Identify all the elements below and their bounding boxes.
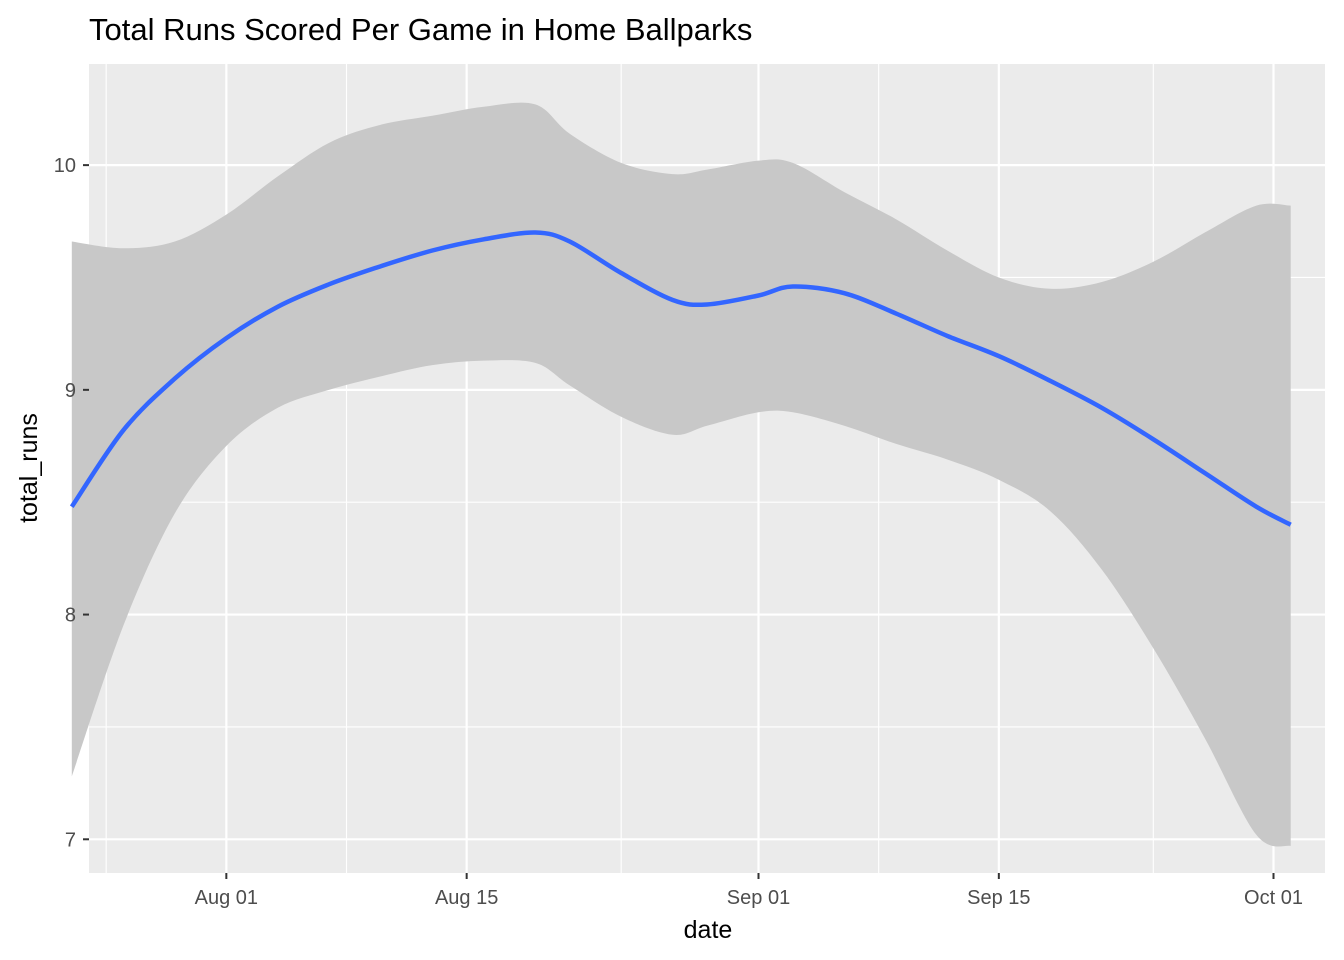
y-tick-label: 9 bbox=[65, 380, 76, 402]
x-tick-label: Sep 15 bbox=[967, 887, 1030, 909]
y-tick-label: 10 bbox=[54, 155, 76, 177]
x-axis-title: date bbox=[684, 916, 733, 944]
x-tick-label: Oct 01 bbox=[1244, 887, 1303, 909]
x-tick-label: Sep 01 bbox=[727, 887, 790, 909]
axes: Aug 01 Aug 15 Sep 01 Sep 15 Oct 01 7 8 9 10 bbox=[54, 155, 1303, 909]
x-tick-label: Aug 15 bbox=[435, 887, 498, 909]
y-tick-label: 7 bbox=[65, 829, 76, 851]
x-tick-label: Aug 01 bbox=[195, 887, 258, 909]
plot-marks bbox=[69, 102, 1292, 847]
y-tick-label: 8 bbox=[65, 605, 76, 627]
chart-title: Total Runs Scored Per Game in Home Ballp… bbox=[89, 12, 752, 47]
confidence-band bbox=[71, 102, 1291, 847]
y-axis-title: total_runs bbox=[15, 413, 43, 523]
smooth-trend-line bbox=[69, 230, 1292, 527]
